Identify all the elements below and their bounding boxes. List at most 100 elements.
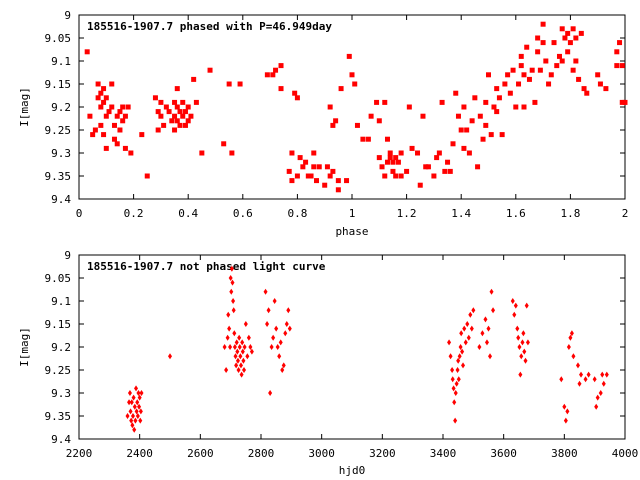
- phased-data-point: [595, 72, 601, 78]
- unphased-data-point: [127, 399, 132, 406]
- unphased-data-point: [230, 279, 235, 286]
- phased-data-point: [614, 63, 620, 69]
- unphased-x-axis-label: hjd0: [339, 464, 366, 477]
- unphased-xtick-label: 2400: [126, 447, 153, 460]
- unphased-data-point: [237, 334, 242, 341]
- phased-data-point: [122, 145, 128, 151]
- unphased-data-point: [455, 367, 460, 373]
- unphased-data-point: [125, 413, 130, 419]
- unphased-data-point: [283, 330, 288, 337]
- unphased-data-point: [266, 307, 271, 314]
- phased-x-axis-label: phase: [335, 225, 368, 238]
- phased-data-point: [483, 122, 489, 128]
- phased-data-point: [581, 86, 587, 92]
- unphased-data-point: [579, 371, 584, 378]
- phased-ytick-label: 9.2: [51, 101, 71, 114]
- unphased-ytick-label: 9.25: [45, 364, 72, 377]
- phased-data-point: [292, 90, 298, 96]
- unphased-data-point: [240, 339, 245, 346]
- phased-data-point: [103, 113, 109, 119]
- phased-data-point: [182, 109, 188, 115]
- phased-data-point: [521, 104, 527, 110]
- phased-data-point: [314, 178, 320, 184]
- unphased-data-point: [226, 311, 231, 318]
- unphased-data-point: [453, 417, 458, 424]
- phased-data-point: [398, 150, 404, 156]
- unphased-data-point: [130, 413, 135, 419]
- unphased-data-point: [225, 334, 230, 341]
- unphased-data-point: [522, 348, 527, 355]
- unphased-ytick-label: 9.15: [45, 318, 72, 331]
- phased-data-point: [393, 173, 399, 179]
- phased-data-point: [354, 122, 360, 128]
- phased-ytick-label: 9.35: [45, 170, 72, 183]
- unphased-data-point: [231, 307, 236, 314]
- phased-data-point: [322, 182, 328, 188]
- phased-data-point: [98, 122, 104, 128]
- unphased-data-point: [249, 348, 254, 355]
- unphased-data-point: [450, 376, 455, 383]
- unphased-data-point: [127, 390, 132, 396]
- phased-data-point: [382, 173, 388, 179]
- unphased-data-point: [280, 367, 285, 373]
- phased-data-point: [226, 81, 232, 87]
- phased-data-point: [510, 67, 516, 73]
- unphased-data-point: [235, 348, 240, 355]
- phased-data-point: [548, 72, 554, 78]
- unphased-data-point: [269, 344, 274, 350]
- phased-data-point: [387, 150, 393, 156]
- phased-data-point: [161, 122, 167, 128]
- phased-data-point: [330, 122, 336, 128]
- phased-xtick-label: 0.4: [178, 207, 198, 220]
- unphased-data-point: [450, 367, 455, 373]
- phased-xtick-label: 0.8: [287, 207, 307, 220]
- phased-data-point: [273, 67, 279, 73]
- phased-data-point: [461, 145, 467, 151]
- phased-data-point: [565, 49, 571, 55]
- phased-data-point: [475, 164, 481, 170]
- phased-data-point: [406, 104, 412, 110]
- unphased-data-point: [604, 371, 609, 378]
- unphased-data-point: [237, 344, 242, 350]
- phased-data-point: [152, 95, 158, 101]
- phased-data-point: [597, 81, 603, 87]
- phased-data-point: [365, 136, 371, 142]
- unphased-data-point: [130, 422, 135, 429]
- phased-data-point: [622, 99, 628, 105]
- phased-data-point: [529, 67, 535, 73]
- phased-data-point: [442, 168, 448, 174]
- phased-data-point: [109, 104, 115, 110]
- unphased-data-point: [242, 367, 247, 373]
- phased-data-point: [333, 118, 339, 124]
- phased-data-point: [199, 150, 205, 156]
- phased-data-point: [101, 99, 107, 105]
- unphased-data-point: [129, 417, 134, 424]
- unphased-xtick-label: 3400: [430, 447, 457, 460]
- phased-data-point: [496, 95, 502, 101]
- unphased-data-point: [592, 376, 597, 383]
- phased-ytick-label: 9.3: [51, 147, 71, 160]
- phased-data-point: [352, 81, 358, 87]
- phased-data-point: [567, 40, 573, 46]
- unphased-data-point: [460, 348, 465, 355]
- phased-data-point: [417, 182, 423, 188]
- phased-data-point: [349, 72, 355, 78]
- phased-data-point: [185, 118, 191, 124]
- unphased-data-point: [281, 362, 286, 369]
- phased-data-point: [87, 113, 93, 119]
- phased-data-point: [578, 30, 584, 36]
- unphased-data-point: [245, 353, 250, 360]
- phased-data-point: [445, 159, 451, 165]
- phased-data-point: [423, 164, 429, 170]
- phased-data-point: [278, 86, 284, 92]
- phased-data-point: [270, 72, 276, 78]
- phased-data-point: [505, 72, 511, 78]
- phased-data-point: [584, 90, 590, 96]
- phased-data-point: [221, 141, 227, 147]
- unphased-ytick-label: 9.1: [51, 295, 71, 308]
- phased-data-point: [535, 35, 541, 41]
- unphased-ytick-label: 9.4: [51, 433, 71, 446]
- phased-xtick-label: 1.6: [506, 207, 526, 220]
- unphased-data-point: [128, 408, 133, 415]
- unphased-data-point: [471, 307, 476, 314]
